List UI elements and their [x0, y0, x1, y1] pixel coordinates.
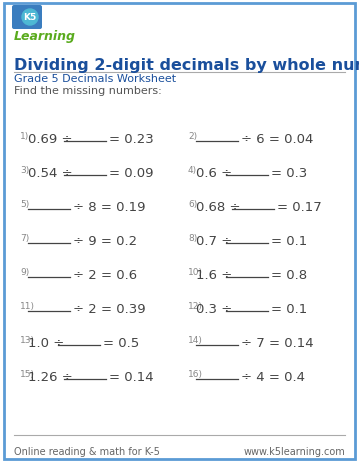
Text: Learning: Learning	[14, 30, 76, 43]
Text: 10): 10)	[188, 268, 203, 276]
Text: 4): 4)	[188, 166, 197, 175]
Text: 0.54 ÷: 0.54 ÷	[28, 167, 73, 180]
Text: 0.7 ÷: 0.7 ÷	[196, 234, 232, 247]
Text: 0.68 ÷: 0.68 ÷	[196, 200, 241, 213]
Text: Grade 5 Decimals Worksheet: Grade 5 Decimals Worksheet	[14, 74, 176, 84]
Text: = 0.1: = 0.1	[271, 234, 307, 247]
Text: = 0.14: = 0.14	[109, 370, 154, 383]
Text: = 0.17: = 0.17	[277, 200, 322, 213]
Text: ÷ 6 = 0.04: ÷ 6 = 0.04	[241, 133, 313, 146]
Text: 8): 8)	[188, 233, 197, 243]
Text: K5: K5	[23, 13, 37, 22]
Text: 11): 11)	[20, 301, 35, 310]
Text: Find the missing numbers:: Find the missing numbers:	[14, 86, 162, 96]
Text: 1.26 ÷: 1.26 ÷	[28, 370, 73, 383]
Text: 16): 16)	[188, 369, 203, 378]
Text: 7): 7)	[20, 233, 29, 243]
Text: 0.6 ÷: 0.6 ÷	[196, 167, 232, 180]
Text: 15): 15)	[20, 369, 35, 378]
Text: 1.6 ÷: 1.6 ÷	[196, 269, 232, 282]
Circle shape	[22, 10, 38, 26]
Text: ÷ 8 = 0.19: ÷ 8 = 0.19	[73, 200, 145, 213]
Text: 5): 5)	[20, 200, 29, 208]
Text: = 0.09: = 0.09	[109, 167, 154, 180]
Text: 6): 6)	[188, 200, 197, 208]
Text: 12): 12)	[188, 301, 203, 310]
Text: Dividing 2-digit decimals by whole numbers: Dividing 2-digit decimals by whole numbe…	[14, 58, 359, 73]
FancyBboxPatch shape	[12, 6, 42, 30]
Text: 14): 14)	[188, 335, 203, 344]
Text: 9): 9)	[20, 268, 29, 276]
Text: 2): 2)	[188, 131, 197, 141]
Text: www.k5learning.com: www.k5learning.com	[243, 446, 345, 456]
Text: = 0.23: = 0.23	[109, 133, 154, 146]
Text: 1): 1)	[20, 131, 29, 141]
Text: 0.3 ÷: 0.3 ÷	[196, 302, 232, 315]
Text: 0.69 ÷: 0.69 ÷	[28, 133, 73, 146]
Text: Online reading & math for K-5: Online reading & math for K-5	[14, 446, 160, 456]
FancyBboxPatch shape	[4, 4, 355, 459]
Text: 3): 3)	[20, 166, 29, 175]
Text: ÷ 2 = 0.6: ÷ 2 = 0.6	[73, 269, 137, 282]
Text: ÷ 4 = 0.4: ÷ 4 = 0.4	[241, 370, 305, 383]
Text: ÷ 9 = 0.2: ÷ 9 = 0.2	[73, 234, 137, 247]
Text: = 0.1: = 0.1	[271, 302, 307, 315]
Text: 1.0 ÷: 1.0 ÷	[28, 336, 64, 349]
Text: = 0.3: = 0.3	[271, 167, 307, 180]
Text: 13): 13)	[20, 335, 35, 344]
Text: ÷ 2 = 0.39: ÷ 2 = 0.39	[73, 302, 146, 315]
Text: ÷ 7 = 0.14: ÷ 7 = 0.14	[241, 336, 314, 349]
Text: = 0.8: = 0.8	[271, 269, 307, 282]
Text: = 0.5: = 0.5	[103, 336, 139, 349]
